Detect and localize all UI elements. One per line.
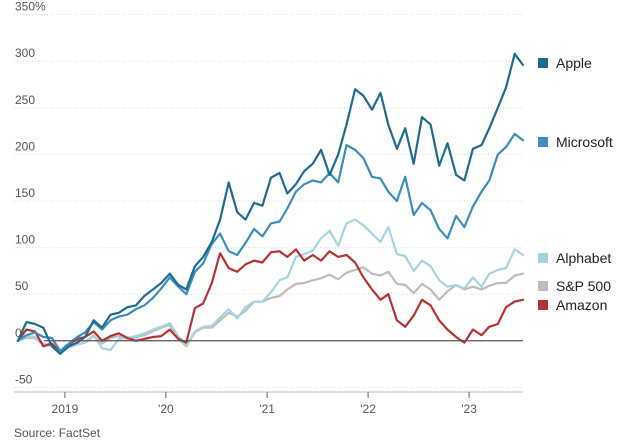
legend-swatch-apple: [538, 58, 548, 68]
series-line-alphabet: [16, 218, 525, 353]
legend-label-s-p-500: S&P 500: [556, 278, 611, 294]
legend-swatch-s-p-500: [538, 281, 548, 291]
legend-swatch-amazon: [538, 300, 548, 310]
legend-swatch-alphabet: [538, 253, 548, 263]
legend-label-amazon: Amazon: [556, 297, 607, 313]
y-tick-label: 300: [15, 46, 35, 60]
legend: S&P 500 Alphabet Amazon Microsoft Apple: [538, 55, 613, 313]
series-line-microsoft: [16, 132, 525, 353]
gridlines: [14, 14, 523, 388]
series-line-s-p-500: [16, 266, 525, 353]
source-note: Source: FactSet: [14, 426, 101, 440]
legend-swatch-microsoft: [538, 137, 548, 147]
legend-label-apple: Apple: [556, 55, 592, 71]
legend-label-microsoft: Microsoft: [556, 134, 613, 150]
y-tick-label: 150: [15, 186, 35, 200]
y-tick-label: 100: [15, 233, 35, 247]
series-lines: [16, 52, 525, 355]
y-tick-label: 350%: [15, 0, 46, 14]
x-tick-label: 2019: [52, 402, 79, 416]
x-tick-label: '20: [158, 402, 174, 416]
y-tick-label: -50: [15, 372, 33, 386]
y-tick-label: 50: [15, 279, 29, 293]
x-tick-label: '21: [259, 402, 275, 416]
axes: 350% 300 250 200 150 100 50 0 -50 2019 '20 '21 '22 '2…: [14, 0, 523, 416]
x-tick-label: '22: [360, 402, 376, 416]
y-tick-label: 0: [15, 326, 22, 340]
series-line-apple: [16, 52, 525, 355]
y-tick-label: 250: [15, 93, 35, 107]
x-tick-label: '23: [461, 402, 477, 416]
legend-label-alphabet: Alphabet: [556, 250, 611, 266]
y-tick-label: 200: [15, 139, 35, 153]
